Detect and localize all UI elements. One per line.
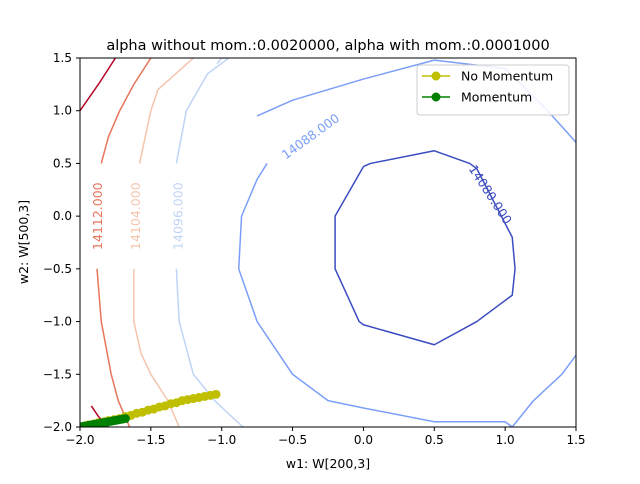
contour-label: 14080.000 [466, 162, 515, 227]
contour-line [96, 268, 131, 427]
contour-line [511, 354, 576, 427]
y-tick-label: 1.0 [53, 104, 72, 118]
y-axis-label: w2: W[500,3] [16, 200, 31, 284]
legend-label: Momentum [461, 90, 532, 105]
legend-box [416, 64, 570, 116]
contour-line [175, 268, 244, 427]
y-tick-label: 0.5 [53, 156, 72, 170]
x-tick-label: 1.0 [496, 433, 515, 447]
contour-line [216, 58, 229, 65]
contour-line [334, 150, 516, 346]
x-tick-label: −2.0 [65, 433, 94, 447]
x-axis-label: w1: W[200,3] [286, 456, 370, 471]
contour-label: 14104.000 [128, 182, 143, 250]
contour-label: 14096.000 [171, 182, 186, 250]
chart-title: alpha without mom.:0.0020000, alpha with… [106, 38, 549, 54]
x-tick-label: 0.0 [354, 433, 373, 447]
contour-line [100, 58, 152, 164]
x-tick-label: −0.5 [278, 433, 307, 447]
x-tick-label: −1.5 [136, 433, 165, 447]
x-tick-label: −1.0 [207, 433, 236, 447]
contour-line [138, 58, 194, 164]
contour-line [175, 58, 230, 164]
legend-marker [431, 92, 441, 102]
y-tick-label: −2.0 [43, 420, 72, 434]
contour-label: 14112.000 [90, 182, 105, 250]
legend-label: No Momentum [461, 69, 553, 84]
legend-marker [431, 71, 441, 81]
y-tick-label: −0.5 [43, 262, 72, 276]
series-point [211, 389, 221, 399]
series-point [120, 414, 130, 424]
plot-frame [79, 57, 577, 428]
y-tick-label: −1.0 [43, 315, 72, 329]
y-tick-label: −1.5 [43, 367, 72, 381]
x-tick-label: 0.5 [425, 433, 444, 447]
x-tick-label: 1.5 [566, 433, 585, 447]
y-tick-label: 0.0 [53, 209, 72, 223]
contour-label: 14088.000 [279, 110, 343, 162]
contour-line [80, 58, 117, 112]
legend: No Momentum Momentum [416, 64, 570, 116]
y-tick-label: 1.5 [53, 51, 72, 65]
contour-line [237, 163, 513, 427]
